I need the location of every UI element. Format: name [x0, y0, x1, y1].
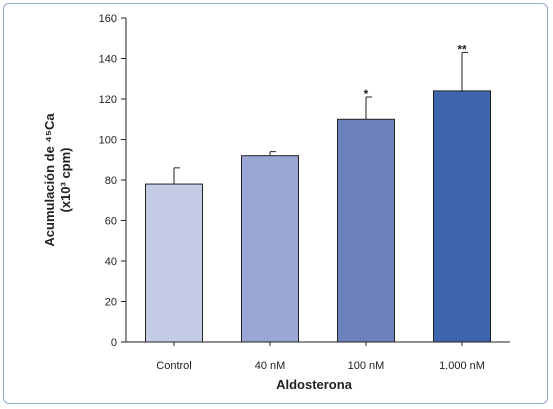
y-axis: 0 20 40 60 80 100 120 140 160 — [99, 13, 127, 349]
x-tick-label: Control — [156, 360, 191, 372]
significance-marker: ** — [457, 42, 467, 56]
bars: *** — [145, 42, 491, 343]
y-tick-label: 20 — [105, 297, 117, 309]
x-tick-label: 40 nM — [255, 360, 286, 372]
x-tick-label: 1.000 nM — [439, 360, 485, 372]
x-axis: Control 40 nM 100 nM 1.000 nM — [126, 341, 510, 372]
bar — [337, 118, 395, 343]
significance-marker: * — [364, 87, 369, 101]
y-tick-label: 60 — [105, 216, 117, 228]
bar — [433, 90, 491, 343]
x-axis-title: Aldosterona — [276, 377, 353, 392]
y-tick-label: 120 — [99, 94, 117, 106]
x-tick-label: 100 nM — [348, 360, 385, 372]
y-tick-label: 160 — [99, 13, 117, 25]
y-tick-label: 80 — [105, 175, 117, 187]
y-axis-title-line1: Acumulación de ⁴⁵Ca — [42, 113, 57, 247]
y-tick-label: 0 — [111, 337, 117, 349]
bar — [241, 155, 299, 343]
bar — [145, 183, 203, 343]
y-tick-label: 100 — [99, 135, 117, 147]
y-tick-label: 40 — [105, 256, 117, 268]
y-axis-title-line2: (x10³ cpm) — [58, 147, 73, 212]
y-tick-label: 140 — [99, 54, 117, 66]
